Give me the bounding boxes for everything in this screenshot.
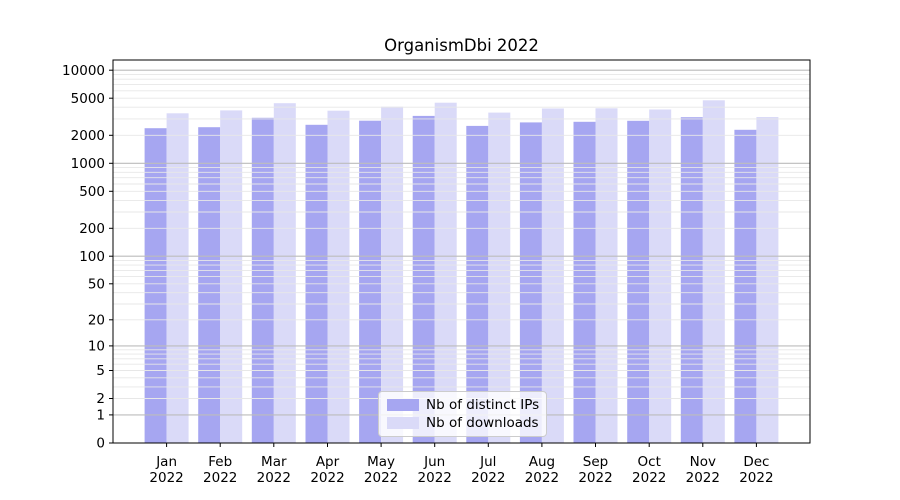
x-tick-label-month-jan: Jan <box>155 454 177 470</box>
y-tick-label-2: 2 <box>96 391 105 407</box>
bar-nb-of-distinct-ips-mar <box>251 117 274 444</box>
y-tick-label-0: 0 <box>96 436 105 452</box>
bar-nb-of-distinct-ips-sep <box>573 121 596 444</box>
legend-item-distinct-ips: Nb of distinct IPs <box>387 397 540 413</box>
y-tick-label-50: 50 <box>88 277 105 293</box>
bar-nb-of-distinct-ips-jun <box>412 115 435 444</box>
bar-nb-of-downloads-jun <box>434 102 457 443</box>
bar-nb-of-distinct-ips-feb <box>198 127 221 443</box>
y-tick-label-500: 500 <box>79 184 105 200</box>
y-tick-label-100: 100 <box>79 249 105 265</box>
y-tick-label-1: 1 <box>96 408 105 424</box>
bar-nb-of-distinct-ips-jul <box>466 125 489 444</box>
x-tick-label-year-sep: 2022 <box>578 470 612 486</box>
x-tick-label-year-mar: 2022 <box>257 470 291 486</box>
legend-item-downloads: Nb of downloads <box>387 415 539 431</box>
x-tick-label-year-dec: 2022 <box>739 470 773 486</box>
bar-nb-of-downloads-mar <box>273 103 296 443</box>
bar-nb-of-downloads-sep <box>595 108 618 444</box>
x-tick-label-month-nov: Nov <box>690 454 716 470</box>
x-tick-label-year-apr: 2022 <box>310 470 344 486</box>
x-tick-label-year-oct: 2022 <box>632 470 666 486</box>
x-tick-label-month-oct: Oct <box>638 454 661 470</box>
x-tick-label-month-jun: Jun <box>423 454 445 470</box>
bar-nb-of-downloads-nov <box>702 100 725 444</box>
x-tick-label-year-feb: 2022 <box>203 470 237 486</box>
bar-nb-of-distinct-ips-aug <box>519 122 542 444</box>
bar-nb-of-distinct-ips-jan <box>144 128 167 443</box>
y-tick-label-20: 20 <box>88 313 105 329</box>
y-tick-label-2000: 2000 <box>71 128 105 144</box>
plot-frame <box>112 59 811 444</box>
y-tick-label-10: 10 <box>88 339 105 355</box>
x-tick-label-year-jul: 2022 <box>471 470 505 486</box>
bar-nb-of-downloads-aug <box>541 108 564 443</box>
bar-nb-of-downloads-jul <box>488 112 511 443</box>
x-tick-label-month-sep: Sep <box>583 454 608 470</box>
x-tick-label-month-apr: Apr <box>316 454 340 470</box>
x-tick-label-year-jan: 2022 <box>149 470 183 486</box>
bar-nb-of-downloads-jan <box>166 113 189 444</box>
x-tick-label-month-jul: Jul <box>479 454 496 470</box>
legend-label-downloads: Nb of downloads <box>426 415 539 431</box>
x-tick-label-year-nov: 2022 <box>686 470 720 486</box>
x-tick-label-year-may: 2022 <box>364 470 398 486</box>
legend-swatch-distinct-ips <box>387 399 419 411</box>
legend: Nb of distinct IPs Nb of downloads <box>378 391 547 437</box>
y-tick-label-10000: 10000 <box>62 63 105 79</box>
legend-label-distinct-ips: Nb of distinct IPs <box>426 397 540 413</box>
x-tick-label-year-aug: 2022 <box>525 470 559 486</box>
y-tick-label-1000: 1000 <box>71 156 105 172</box>
y-tick-label-200: 200 <box>79 221 105 237</box>
x-tick-label-month-aug: Aug <box>529 454 555 470</box>
bar-nb-of-distinct-ips-nov <box>680 117 703 443</box>
bar-nb-of-distinct-ips-dec <box>734 129 757 444</box>
chart-title: OrganismDbi 2022 <box>384 36 539 55</box>
legend-swatch-downloads <box>387 417 419 429</box>
x-tick-label-month-dec: Dec <box>743 454 769 470</box>
y-tick-label-5000: 5000 <box>71 91 105 107</box>
x-tick-label-month-may: May <box>367 454 395 470</box>
x-tick-label-month-feb: Feb <box>208 454 232 470</box>
x-tick-label-year-jun: 2022 <box>418 470 452 486</box>
x-tick-label-month-mar: Mar <box>261 454 287 470</box>
bar-nb-of-distinct-ips-may <box>359 120 382 443</box>
bar-nb-of-distinct-ips-oct <box>627 120 650 444</box>
y-tick-label-5: 5 <box>96 363 105 379</box>
bar-nb-of-downloads-dec <box>756 117 779 443</box>
